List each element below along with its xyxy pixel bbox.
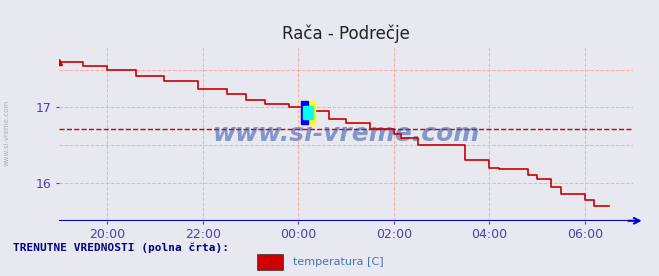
Text: TRENUTNE VREDNOSTI (polna črta):: TRENUTNE VREDNOSTI (polna črta): xyxy=(13,243,229,253)
Text: www.si-vreme.com: www.si-vreme.com xyxy=(3,99,9,166)
Bar xyxy=(301,101,308,124)
Bar xyxy=(303,106,312,120)
Text: temperatura [C]: temperatura [C] xyxy=(293,257,384,267)
Text: www.si-vreme.com: www.si-vreme.com xyxy=(212,122,480,146)
Bar xyxy=(301,101,315,124)
Title: Rača - Podrečje: Rača - Podrečje xyxy=(282,24,410,43)
